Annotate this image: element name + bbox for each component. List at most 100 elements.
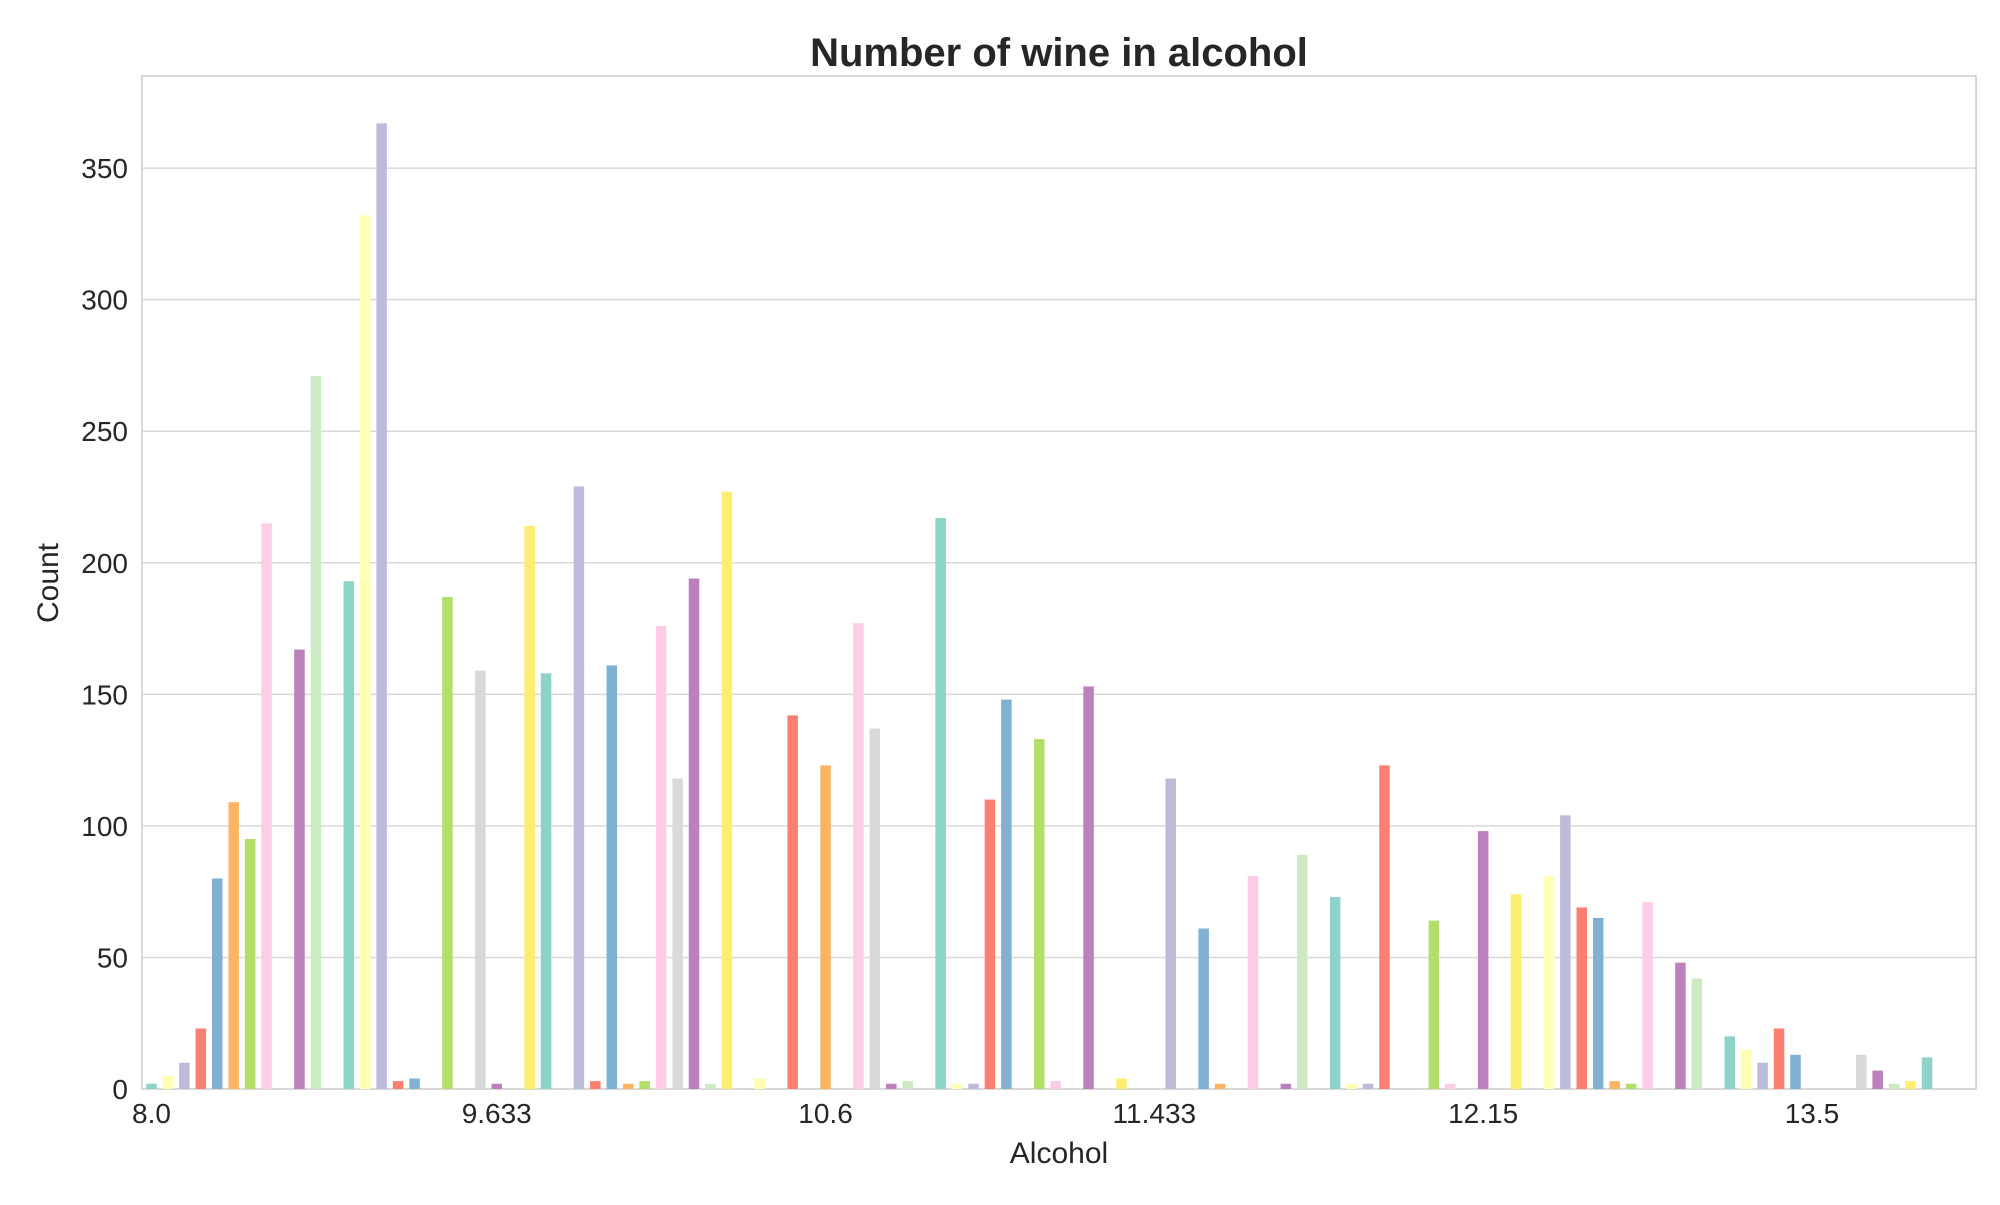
bar (343, 581, 355, 1089)
bar (1625, 1083, 1637, 1089)
bar (1609, 1081, 1620, 1089)
bar (376, 123, 387, 1090)
bar (902, 1081, 913, 1089)
y-tick-label: 200 (81, 548, 128, 579)
bar (475, 670, 486, 1089)
bar (1280, 1083, 1292, 1089)
bar (310, 375, 322, 1089)
gridlines (142, 167, 1976, 959)
bar (1856, 1054, 1867, 1089)
bar (1346, 1083, 1357, 1089)
bar (1247, 875, 1259, 1089)
bar (787, 715, 798, 1089)
bar (590, 1081, 601, 1089)
bar (1724, 1036, 1735, 1089)
bar (1757, 1062, 1768, 1089)
bar (754, 1078, 766, 1089)
bar (820, 765, 831, 1089)
bar (146, 1083, 157, 1089)
x-tick-label: 9.633 (462, 1098, 532, 1129)
bar (1198, 928, 1209, 1089)
bar (1872, 1070, 1883, 1089)
plot-area-frame (141, 75, 1977, 1090)
x-tick-label: 11.433 (1113, 1098, 1197, 1129)
bar (1214, 1083, 1226, 1089)
bar (886, 1083, 897, 1089)
bar (606, 665, 618, 1089)
bar (968, 1083, 979, 1089)
bar (1773, 1028, 1785, 1089)
bar (623, 1083, 634, 1089)
bar (1691, 978, 1703, 1089)
bar (1576, 907, 1588, 1089)
bars (146, 123, 1933, 1090)
bar (1116, 1078, 1127, 1089)
x-tick-label: 13.5 (1785, 1098, 1840, 1129)
bar (1477, 831, 1489, 1089)
bar (409, 1078, 420, 1089)
bar (639, 1081, 650, 1089)
bar (935, 518, 946, 1089)
y-tick-label: 0 (112, 1074, 128, 1105)
bar (162, 1075, 174, 1089)
y-axis-label: Count (32, 542, 65, 623)
bar (1362, 1083, 1374, 1089)
bar (195, 1028, 207, 1089)
y-tick-label: 150 (81, 679, 128, 710)
bar (1592, 917, 1604, 1089)
bar (442, 596, 453, 1089)
bar (359, 215, 371, 1089)
y-tick-label: 50 (97, 942, 128, 973)
bar (672, 778, 683, 1089)
bar (294, 649, 305, 1089)
bar (1510, 894, 1522, 1089)
bar (540, 673, 552, 1089)
bar (951, 1083, 963, 1089)
bar (392, 1081, 404, 1089)
x-tick-label: 8.0 (132, 1098, 171, 1129)
bar (179, 1062, 190, 1089)
bar (1642, 902, 1653, 1089)
bar (1543, 875, 1555, 1089)
bar (853, 623, 864, 1089)
bar (721, 491, 733, 1090)
bar (688, 578, 700, 1089)
x-tick-label: 12.15 (1448, 1098, 1518, 1129)
bar (212, 878, 223, 1089)
x-axis-ticks: 8.0 9.633 10.6 11.433 12.15 13.5 (132, 1098, 1839, 1129)
bar (1921, 1057, 1933, 1089)
y-tick-label: 300 (81, 285, 128, 316)
y-tick-label: 250 (81, 416, 128, 447)
bar (1675, 962, 1686, 1089)
bar (1050, 1081, 1061, 1089)
bar (655, 625, 667, 1089)
bar (1329, 896, 1341, 1089)
x-axis-label: Alcohol (1010, 1137, 1108, 1170)
bar (1297, 854, 1308, 1089)
bar (1165, 778, 1177, 1089)
bar (1001, 699, 1012, 1089)
x-tick-label: 10.6 (798, 1098, 853, 1129)
bar (1083, 686, 1094, 1089)
chart-title: Number of wine in alcohol (810, 31, 1308, 75)
bar (1790, 1054, 1801, 1089)
bar (1379, 765, 1390, 1089)
bar (1445, 1083, 1456, 1089)
y-axis-ticks: 0 50 100 150 200 250 300 350 (81, 153, 128, 1105)
bar (1560, 815, 1571, 1089)
bar (1888, 1083, 1900, 1089)
bar (869, 728, 881, 1089)
bar (524, 525, 535, 1089)
y-tick-label: 350 (81, 153, 128, 184)
bar (491, 1083, 502, 1089)
bar (1034, 739, 1045, 1089)
y-tick-label: 100 (81, 811, 128, 842)
bar (228, 802, 239, 1089)
bar (1428, 920, 1440, 1089)
bar (1905, 1081, 1916, 1089)
bar (705, 1083, 716, 1089)
bar (984, 799, 996, 1089)
bar (1740, 1049, 1752, 1089)
